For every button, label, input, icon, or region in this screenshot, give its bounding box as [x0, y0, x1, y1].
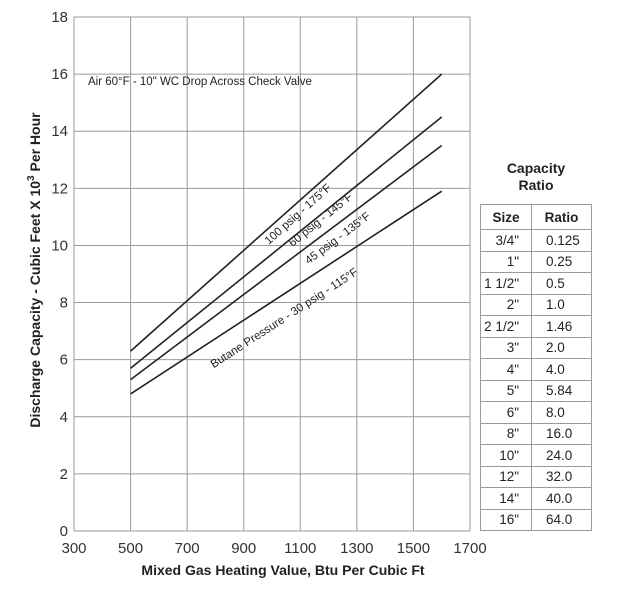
capacity-ratio-panel: Capacity Ratio Size Ratio 3/4" 0.125 1" 0.2…	[480, 160, 592, 531]
table-row: 1 1/2" 0.5	[480, 272, 592, 295]
ratio-cell: 64.0	[531, 508, 592, 531]
ratio-cell: 0.5	[531, 272, 592, 295]
y-tick-label: 14	[51, 123, 68, 140]
y-axis-label-suffix: Per Hour	[27, 112, 43, 176]
ratio-cell: 0.25	[531, 250, 592, 273]
ratio-cell: 32.0	[531, 465, 592, 488]
table-row: 8" 16.0	[480, 422, 592, 445]
size-cell: 5"	[480, 379, 532, 402]
series-line	[130, 73, 443, 352]
y-axis-label-prefix: Discharge Capacity - Cubic Feet X 10	[27, 181, 43, 428]
ratio-cell: 2.0	[531, 336, 592, 359]
series-line	[130, 144, 443, 381]
ratio-cell: 1.46	[531, 315, 592, 338]
x-tick-label: 1100	[284, 540, 316, 557]
x-tick-label: 700	[175, 540, 200, 557]
x-tick-label: 500	[118, 540, 143, 557]
size-cell: 6"	[480, 401, 532, 424]
size-cell: 3/4"	[480, 229, 532, 252]
size-cell: 4"	[480, 358, 532, 381]
y-tick-label: 10	[51, 237, 68, 254]
table-row: 2 1/2" 1.46	[480, 315, 592, 338]
y-tick-label: 4	[60, 409, 68, 426]
capacity-ratio-rows: 3/4" 0.125 1" 0.25 1 1/2" 0.5 2" 1.0 2 1/2" 1.46 3…	[480, 229, 592, 531]
x-tick-label: 1300	[340, 540, 373, 557]
table-row: 16" 64.0	[480, 508, 592, 531]
y-tick-label: 8	[60, 295, 68, 312]
ratio-cell: 5.84	[531, 379, 592, 402]
table-row: 14" 40.0	[480, 487, 592, 510]
ratio-cell: 1.0	[531, 293, 592, 316]
ratio-cell: 8.0	[531, 401, 592, 424]
series-labels: 100 psig - 175°F60 psig - 145°F45 psig -…	[209, 182, 373, 371]
series-lines	[130, 73, 443, 395]
table-row: 3/4" 0.125	[480, 229, 592, 252]
size-cell: 1"	[480, 250, 532, 273]
y-axis-label-exponent: 3	[26, 175, 37, 181]
table-row: 5" 5.84	[480, 379, 592, 402]
table-row: 10" 24.0	[480, 444, 592, 467]
y-tick-label: 12	[51, 180, 68, 197]
y-tick-label: 6	[60, 352, 68, 369]
y-tick-label: 18	[51, 9, 68, 26]
x-tick-label: 900	[231, 540, 256, 557]
capacity-ratio-title: Capacity Ratio	[480, 160, 592, 194]
table-row: 6" 8.0	[480, 401, 592, 424]
size-cell: 2 1/2"	[480, 315, 532, 338]
y-axis-label: Discharge Capacity - Cubic Feet X 103 Pe…	[26, 112, 43, 428]
size-cell: 14"	[480, 487, 532, 510]
series-label: Butane Pressure - 30 psig - 115°F	[209, 266, 361, 371]
table-row: 3" 2.0	[480, 336, 592, 359]
y-tick-label: 2	[60, 466, 68, 483]
ratio-cell: 16.0	[531, 422, 592, 445]
table-row: 2" 1.0	[480, 293, 592, 316]
size-cell: 3"	[480, 336, 532, 359]
size-cell: 8"	[480, 422, 532, 445]
ratio-header: Ratio	[531, 204, 592, 230]
y-tick-label: 0	[60, 523, 68, 540]
chart-note: Air 60°F - 10" WC Drop Across Check Valv…	[88, 76, 312, 88]
ratio-cell: 40.0	[531, 487, 592, 510]
x-axis-label: Mixed Gas Heating Value, Btu Per Cubic F…	[141, 562, 425, 578]
x-tick-label: 1500	[397, 540, 430, 557]
capacity-ratio-title-line1: Capacity	[506, 160, 566, 176]
table-row: 4" 4.0	[480, 358, 592, 381]
table-row: 1" 0.25	[480, 250, 592, 273]
ratio-cell: 24.0	[531, 444, 592, 467]
ratio-cell: 4.0	[531, 358, 592, 381]
table-header-row: Size Ratio	[480, 204, 592, 230]
ratio-cell: 0.125	[531, 229, 592, 252]
size-cell: 1 1/2"	[480, 272, 532, 295]
size-cell: 12"	[480, 465, 532, 488]
x-tick-label: 300	[61, 540, 86, 557]
table-row: 12" 32.0	[480, 465, 592, 488]
size-header: Size	[480, 204, 532, 230]
capacity-ratio-title-line2: Ratio	[518, 177, 554, 193]
x-tick-label: 1700	[453, 540, 486, 557]
series-line	[130, 116, 443, 369]
axis-ticks: 300 500 700 900 1100 1300 1500 1700 0 2 4 6 8 10 12 14 1…	[51, 9, 486, 557]
y-tick-label: 16	[51, 66, 68, 83]
capacity-ratio-table: Size Ratio 3/4" 0.125 1" 0.25 1 1/2" 0.5 2" 1.0…	[480, 204, 592, 531]
series-line	[130, 190, 443, 395]
size-cell: 2"	[480, 293, 532, 316]
size-cell: 16"	[480, 508, 532, 531]
size-cell: 10"	[480, 444, 532, 467]
